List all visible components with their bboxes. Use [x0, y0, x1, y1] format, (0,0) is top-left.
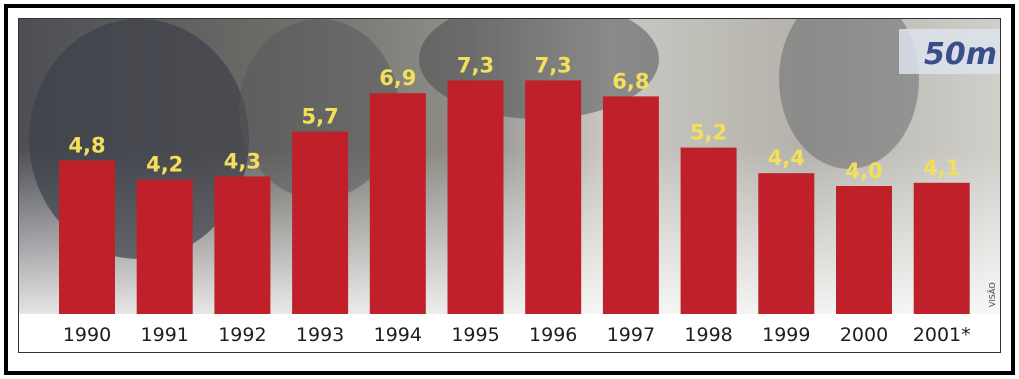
category-label-1991: 1991: [141, 324, 189, 346]
category-label-1995: 1995: [451, 324, 499, 346]
value-label-1996: 7,3: [535, 53, 572, 77]
category-labels-group: 1990 1991 1992 1993 1994 1995 1996 1997 1998 1999…: [63, 324, 971, 346]
bar-2000: [836, 186, 892, 314]
photo-credit: VISÃO: [987, 282, 997, 307]
category-label-1994: 1994: [374, 324, 422, 346]
bar-1996: [525, 80, 582, 315]
category-label-1992: 1992: [218, 324, 266, 346]
category-label-1996: 1996: [529, 324, 577, 346]
category-label-1990: 1990: [63, 324, 111, 346]
category-label-1998: 1998: [684, 324, 732, 346]
value-labels-group: 4,8 4,2 4,3 5,7 6,9 7,3 7,3 6,8 5,2 4,4 4,0 4,1: [68, 53, 960, 183]
bar-1991: [136, 179, 193, 314]
value-label-1992: 4,3: [224, 149, 261, 173]
bar-1997: [602, 96, 659, 315]
bars-group: [59, 80, 970, 315]
value-label-1994: 6,9: [379, 66, 416, 90]
bar-1993: [292, 131, 349, 314]
category-label-1997: 1997: [607, 324, 655, 346]
category-label-1993: 1993: [296, 324, 344, 346]
value-label-1999: 4,4: [768, 146, 805, 170]
background-sign-text: 50m: [924, 37, 997, 72]
bar-1990: [59, 160, 115, 314]
value-label-1997: 6,8: [612, 69, 649, 93]
value-label-1998: 5,2: [690, 121, 727, 145]
bar-1992: [214, 176, 271, 314]
value-label-1993: 5,7: [301, 105, 338, 129]
category-label-2000: 2000: [840, 324, 888, 346]
bar-chart: 50m 4,8 4,2 4,3 5,7 6,9 7,3 7,3 6,8 5,2 4,4 4,0 4,1…: [19, 19, 1000, 352]
value-label-2001*: 4,1: [923, 156, 960, 180]
bar-1998: [680, 147, 737, 314]
value-label-1995: 7,3: [457, 53, 494, 77]
bar-1994: [369, 93, 426, 314]
chart-panel: 50m 4,8 4,2 4,3 5,7 6,9 7,3 7,3 6,8 5,2 4,4 4,0 4,1…: [18, 18, 1001, 353]
category-label-2001*: 2001*: [913, 324, 971, 346]
value-label-1990: 4,8: [68, 133, 105, 157]
value-label-1991: 4,2: [146, 153, 183, 177]
bar-1999: [758, 173, 815, 314]
value-label-2000: 4,0: [845, 159, 882, 183]
category-label-1999: 1999: [762, 324, 810, 346]
bar-2001*: [913, 182, 970, 314]
figure-frame: 50m 4,8 4,2 4,3 5,7 6,9 7,3 7,3 6,8 5,2 4,4 4,0 4,1…: [4, 4, 1015, 375]
bar-1995: [447, 80, 504, 315]
